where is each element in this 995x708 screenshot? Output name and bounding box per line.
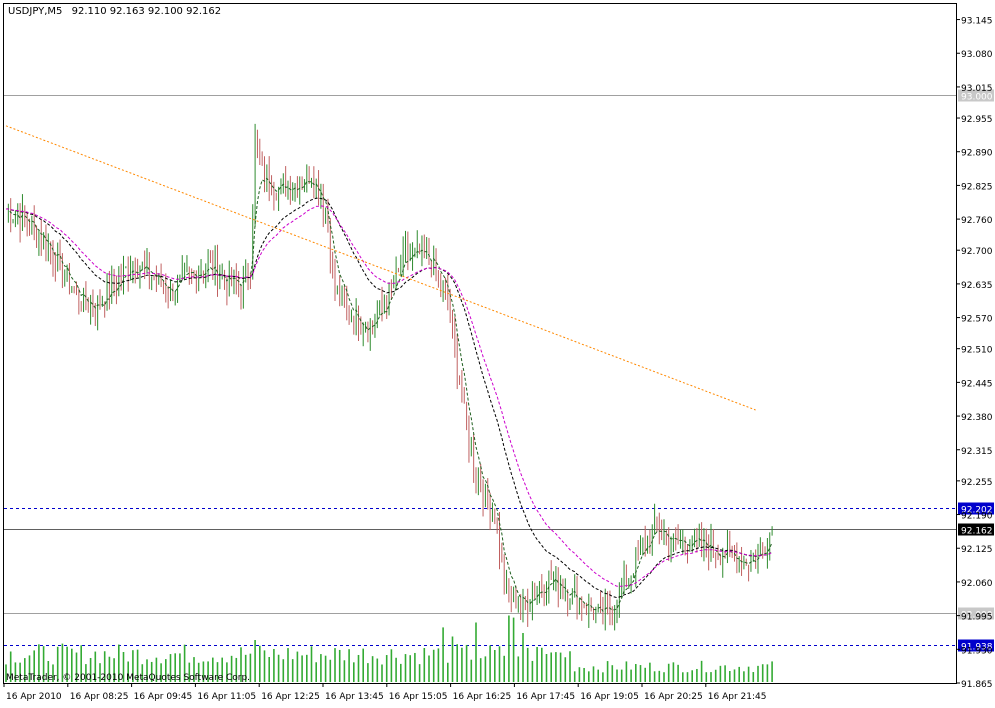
y-tick-label: 92.570 [961,315,993,325]
x-tick-label: 16 Apr 15:05 [389,692,448,702]
x-tick-label: 16 Apr 20:25 [644,692,703,702]
price-axis: 93.000 92.202 92.162 92.000 91.938 93.145 93.0… [956,17,994,690]
y-tick-label: 93.145 [961,17,993,27]
level-marker [958,502,994,515]
level-label: 91.938 [961,643,993,653]
x-tick-label: 16 Apr 12:25 [261,692,320,702]
x-tick-label: 16 Apr 09:45 [134,692,193,702]
ema-slow-line [6,205,773,587]
level-marker [958,523,994,536]
level-label: 92.000 [961,611,993,621]
y-tick-label: 91.995 [961,613,993,623]
x-tick-label: 16 Apr 16:25 [453,692,512,702]
level-marker [958,607,994,620]
x-tick-label: 16 Apr 13:45 [325,692,384,702]
moving-averages [5,125,773,613]
copyright-label: MetaTrader, © 2001-2010 MetaQuotes Softw… [6,673,250,683]
y-tick-label: 91.930 [961,646,993,656]
y-tick-label: 92.315 [961,447,993,457]
y-tick-label: 92.125 [961,545,993,555]
ema-mid-line [6,197,773,599]
ema-slowest-line [5,125,756,411]
y-tick-label: 92.060 [961,579,993,589]
level-marker [958,89,994,102]
y-tick-label: 92.825 [961,182,993,192]
y-tick-label: 92.760 [961,216,993,226]
x-tick-label: 16 Apr 08:25 [70,692,129,702]
x-tick-label: 16 Apr 2010 [6,692,62,702]
y-tick-label: 92.190 [961,512,993,522]
ema-fast-line [5,177,773,613]
x-tick-label: 16 Apr 19:05 [580,692,639,702]
plot-frame [3,3,957,684]
y-tick-label: 92.955 [961,115,993,125]
x-tick-label: 16 Apr 11:05 [197,692,256,702]
y-tick-label: 91.865 [961,680,993,690]
x-tick-label: 16 Apr 21:45 [708,692,767,702]
y-tick-label: 92.635 [961,281,993,291]
level-marker [958,639,994,652]
y-tick-label: 92.445 [961,379,993,389]
symbol-header: USDJPY,M5 92.110 92.163 92.100 92.162 [8,6,221,17]
y-tick-label: 92.255 [961,478,993,488]
y-tick-label: 93.080 [961,50,993,60]
volume-bars [5,615,773,682]
y-tick-label: 92.890 [961,149,993,159]
level-label: 93.000 [961,93,993,103]
y-tick-label: 92.380 [961,413,993,423]
y-tick-label: 92.510 [961,346,993,356]
y-tick-label: 93.015 [961,84,993,94]
y-tick-label: 92.700 [961,247,993,257]
x-tick-label: 16 Apr 17:45 [516,692,575,702]
horizontal-levels [4,95,956,646]
time-axis: 16 Apr 2010 16 Apr 08:25 16 Apr 09:45 16 Ap… [3,683,767,702]
level-label: 92.162 [961,527,993,537]
level-label: 92.202 [961,506,993,516]
